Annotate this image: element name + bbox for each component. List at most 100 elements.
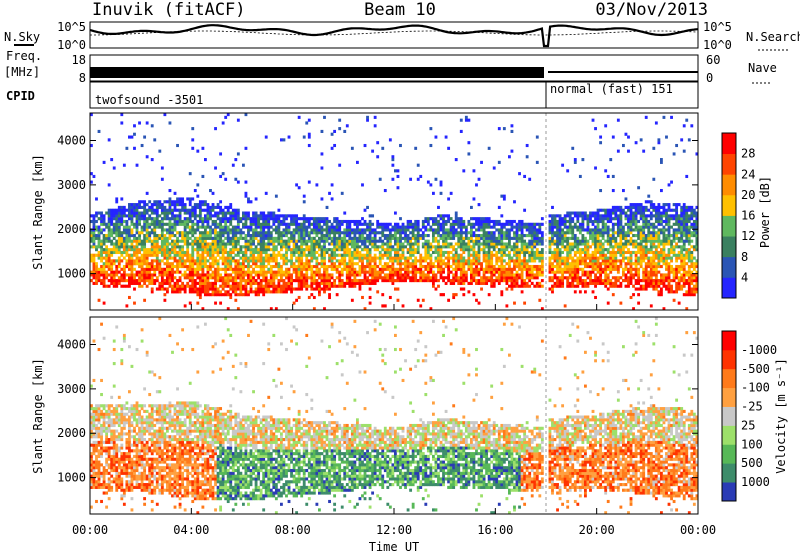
power-cell-2665 [361, 183, 364, 187]
power-cell-2192 [307, 253, 311, 257]
power-cell-90 [100, 248, 103, 252]
power-cell-1826 [267, 236, 271, 240]
power-cell-1846 [269, 259, 273, 263]
power-cell-1820 [267, 256, 271, 260]
power-cell-2055 [292, 231, 296, 235]
power-cell-4055 [538, 239, 542, 243]
power-cell-76 [97, 225, 101, 229]
power-cell-4284 [571, 279, 575, 283]
power-cell-3747 [500, 250, 504, 255]
power-cell-388 [133, 287, 136, 291]
power-cell-4489 [594, 250, 597, 255]
power-cell-1534 [239, 293, 243, 297]
power-cell-3034 [411, 276, 415, 280]
power-cell-3176 [429, 183, 433, 187]
power-cell-4893 [637, 276, 641, 280]
power-cell-2105 [297, 228, 301, 232]
power-cell-2493 [340, 245, 344, 249]
power-cell-2636 [358, 253, 362, 257]
power-cell-4595 [604, 217, 608, 221]
power-cell-1412 [226, 234, 230, 238]
power-cell-3989 [530, 267, 534, 271]
power-cell-4693 [614, 222, 618, 226]
power-cell-1040 [193, 217, 197, 221]
power-cell-825 [173, 234, 177, 238]
power-cell-2808 [381, 270, 385, 274]
power-cell-1515 [236, 259, 240, 263]
power-cell-3875 [515, 245, 519, 249]
power-cell-1316 [219, 273, 223, 277]
power-cell-4572 [601, 222, 605, 226]
power-cell-1320 [219, 248, 223, 252]
power-cell-1577 [242, 211, 245, 215]
power-cell-1980 [285, 270, 288, 274]
power-cell-87 [100, 256, 103, 260]
power-cell-3418 [459, 234, 463, 238]
power-cell-878 [178, 234, 182, 238]
power-cell-1254 [214, 290, 217, 294]
power-cell-420 [135, 253, 139, 257]
power-cell-2266 [315, 250, 319, 255]
power-cell-318 [125, 250, 129, 255]
power-cell-3970 [528, 267, 532, 271]
power-cell-1372 [224, 270, 228, 274]
power-cell-3373 [454, 234, 458, 238]
power-cell-760 [168, 264, 172, 269]
power-cell-2964 [401, 304, 405, 308]
power-cell-4805 [627, 225, 630, 229]
power-cell-4754 [622, 250, 625, 255]
power-cell-2397 [330, 273, 334, 277]
power-cell-4369 [578, 211, 582, 215]
power-cell-2302 [320, 279, 324, 283]
power-cell-2529 [345, 253, 349, 257]
power-cell-1632 [247, 200, 250, 204]
power-cell-4174 [558, 270, 562, 274]
power-cell-3392 [457, 242, 461, 246]
power-cell-65 [97, 267, 101, 271]
power-cell-4347 [576, 219, 580, 224]
power-cell-991 [191, 287, 195, 291]
power-cell-4192 [558, 217, 562, 221]
power-cell-1798 [264, 248, 268, 252]
power-cell-3503 [470, 225, 473, 229]
power-cell-4339 [576, 250, 580, 255]
power-cell-674 [160, 276, 164, 280]
power-cell-2341 [323, 248, 326, 252]
power-cell-1656 [249, 219, 253, 224]
power-cell-2329 [323, 281, 326, 285]
power-cell-3562 [477, 245, 481, 249]
power-cell-1922 [277, 231, 281, 235]
power-cell-892 [181, 273, 185, 277]
power-cell-543 [145, 203, 149, 207]
power-cell-3281 [442, 217, 445, 221]
power-cell-458 [138, 217, 141, 221]
power-cell-2897 [391, 158, 395, 162]
power-cell-2476 [338, 225, 342, 229]
power-cell-870 [178, 262, 182, 266]
power-cell-4212 [561, 222, 565, 226]
power-cell-4502 [594, 211, 597, 215]
power-cell-1825 [267, 239, 271, 243]
power-cell-1324 [219, 236, 223, 240]
power-cell-4066 [540, 267, 544, 271]
power-cell-1761 [262, 279, 266, 283]
power-cell-1788 [264, 281, 268, 285]
freq-band-normal [548, 71, 698, 73]
power-cell-4878 [634, 225, 638, 229]
power-cell-2220 [310, 256, 314, 260]
power-cell-3279 [442, 222, 445, 226]
power-cell-1446 [229, 211, 233, 215]
power-cell-915 [183, 284, 187, 288]
power-cell-3942 [523, 225, 527, 229]
power-cell-4060 [538, 222, 542, 226]
power-cell-3836 [510, 222, 514, 226]
power-cell-2673 [363, 264, 367, 269]
power-cell-2414 [330, 183, 334, 187]
power-cell-2849 [386, 248, 390, 252]
power-cell-2618 [356, 239, 359, 243]
power-cell-831 [173, 214, 177, 218]
power-cell-1614 [247, 273, 250, 277]
power-cell-1827 [267, 234, 271, 238]
power-cell-4892 [637, 279, 641, 283]
power-cell-1557 [242, 287, 245, 291]
